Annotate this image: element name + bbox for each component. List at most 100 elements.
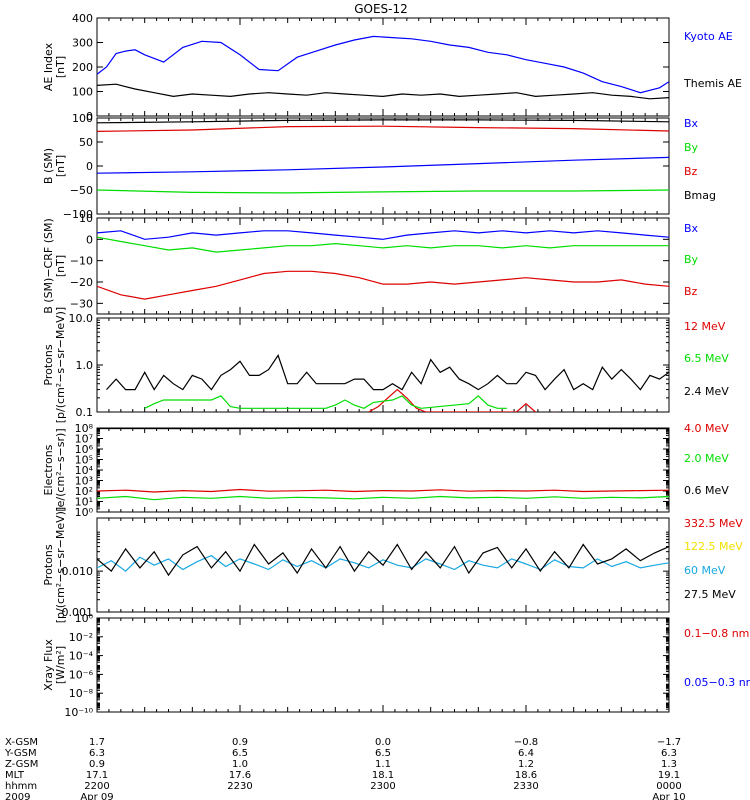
y-tick-label: 10⁻⁶: [69, 668, 94, 681]
legend-entry: 0.05−0.3 nm: [684, 676, 750, 689]
y-axis-label: B (SM): [42, 148, 55, 184]
y-axis-label: Electrons: [42, 444, 55, 495]
panel-frame: [96, 617, 670, 713]
series-line-60-mev: [97, 554, 669, 572]
y-tick-label: 0: [86, 110, 93, 123]
y-axis-label: B (SM)−CRF (SM): [42, 218, 55, 314]
panel-frame: [96, 17, 670, 117]
y-tick-label: 50: [79, 136, 93, 149]
y-tick-label: 10¹: [75, 496, 93, 509]
y-tick-label: 10³: [75, 475, 93, 488]
row-label: hhmm: [5, 781, 37, 792]
row-label: Z-GSM: [5, 759, 38, 770]
row-value: 2230: [227, 781, 252, 792]
row-value: 6.5: [375, 748, 391, 759]
y-tick-label: 10: [79, 212, 93, 225]
series-line-bx: [97, 230, 669, 240]
y-tick-label: 10⁴: [75, 464, 94, 477]
legend-entry: 60 MeV: [684, 564, 726, 577]
y-axis-label: AE Index: [42, 42, 55, 91]
y-tick-label: 10⁻⁸: [69, 687, 94, 700]
y-tick-label: 300: [72, 37, 93, 50]
panel-protons2: 0.001 0.010 Protons [p/(cm²−s−sr−MeV)] 332.5…: [42, 507, 743, 623]
series-line-6-5-mev: [144, 395, 507, 409]
legend-entry: Bz: [684, 165, 698, 178]
orbit-time-table: X-GSM 1.7 0.9 0.0 −0.8 −1.7 Y-GSM 6.3 6.5 6.5 6.4 6…: [4, 737, 686, 800]
y-tick-label: 100: [72, 86, 93, 99]
row-value: 17.6: [229, 770, 251, 781]
y-tick-label: 10⁰: [75, 506, 94, 519]
series-line-2-0-mev: [97, 495, 669, 501]
legend-entry: 4.0 MeV: [684, 422, 729, 435]
y-tick-label: 1.0: [76, 359, 94, 372]
series-line-2-4-mev: [106, 354, 669, 391]
y-tick-label: −10: [70, 255, 93, 268]
row-value: 1.2: [518, 759, 534, 770]
y-tick-label: 0: [86, 233, 93, 246]
series-line-27-5-mev: [97, 543, 669, 577]
row-value: 6.4: [518, 748, 534, 759]
row-label: Y-GSM: [4, 748, 37, 759]
legend-entry: Bz: [684, 285, 698, 298]
series-line-by: [97, 189, 669, 194]
y-axis-label: [nT]: [54, 255, 67, 277]
legend-entry: Kyoto AE: [684, 30, 733, 43]
series-line-kyoto-ae: [97, 35, 669, 94]
y-tick-label: 10⁻⁴: [69, 650, 94, 663]
series-line-4-0-mev: [97, 488, 669, 493]
legend-entry: 0.1−0.8 nm: [684, 627, 749, 640]
row-label: 2009: [5, 792, 30, 800]
series-line-themis-ae: [97, 83, 669, 100]
panel-frame: [96, 317, 670, 413]
panel-frame: [96, 117, 670, 215]
y-tick-label: −50: [70, 184, 93, 197]
legend-entry: 0.6 MeV: [684, 484, 729, 497]
row-value: 0.9: [232, 737, 248, 748]
y-tick-label: 0.001: [62, 606, 94, 619]
row-value: 2300: [370, 781, 395, 792]
row-value: 1.0: [232, 759, 248, 770]
y-axis-label: Protons: [42, 344, 55, 385]
legend-entry: Bx: [684, 222, 699, 235]
y-tick-label: 10⁻¹⁰: [64, 706, 93, 719]
y-tick-label: −20: [70, 276, 93, 289]
legend-entry: Bx: [684, 117, 699, 130]
row-value: 19.1: [658, 770, 680, 781]
row-value: 18.6: [515, 770, 537, 781]
legend-entry: 12 MeV: [684, 320, 726, 333]
y-tick-label: 10⁵: [75, 454, 93, 467]
plot-title: GOES-12: [354, 2, 408, 16]
series-line-bx: [97, 156, 669, 174]
y-tick-label: 10⁶: [75, 443, 94, 456]
row-value: 18.1: [372, 770, 394, 781]
y-tick-label: 10.0: [69, 312, 94, 325]
legend-entry: 27.5 MeV: [684, 588, 736, 601]
series-line-12-mev: [368, 388, 555, 412]
y-axis-label: [nT]: [54, 155, 67, 177]
legend-entry: 332.5 MeV: [684, 517, 743, 530]
y-axis-label: Xray Flux: [42, 639, 55, 691]
y-axis-label: [W/m²]: [54, 646, 67, 684]
legend-entry: 2.0 MeV: [684, 452, 729, 465]
y-axis-label: [e/(cm²−s−sr)]: [54, 428, 67, 511]
series-line-bz: [97, 270, 669, 300]
panel-bdiff: −30 −20 −10 0 10 B (SM)−CRF (SM) [nT] Bx By Bz: [42, 212, 699, 315]
row-value: Apr 09: [80, 792, 113, 800]
legend-entry: 122.5 MeV: [684, 540, 743, 553]
row-value: 0000: [656, 781, 681, 792]
y-axis-label: [p/(cm²−s−sr−MeV)]: [54, 507, 67, 623]
row-value: 1.7: [89, 737, 105, 748]
row-value: −0.8: [514, 737, 538, 748]
series-line-bz: [97, 125, 669, 132]
series-line-by: [97, 236, 669, 253]
legend-entry: 6.5 MeV: [684, 352, 729, 365]
row-value: 17.1: [86, 770, 108, 781]
y-tick-label: 0.010: [62, 565, 94, 578]
series-line-bmag: [97, 119, 669, 124]
row-value: 0.9: [89, 759, 105, 770]
y-tick-label: 400: [72, 12, 93, 25]
y-tick-label: 10²: [75, 485, 93, 498]
